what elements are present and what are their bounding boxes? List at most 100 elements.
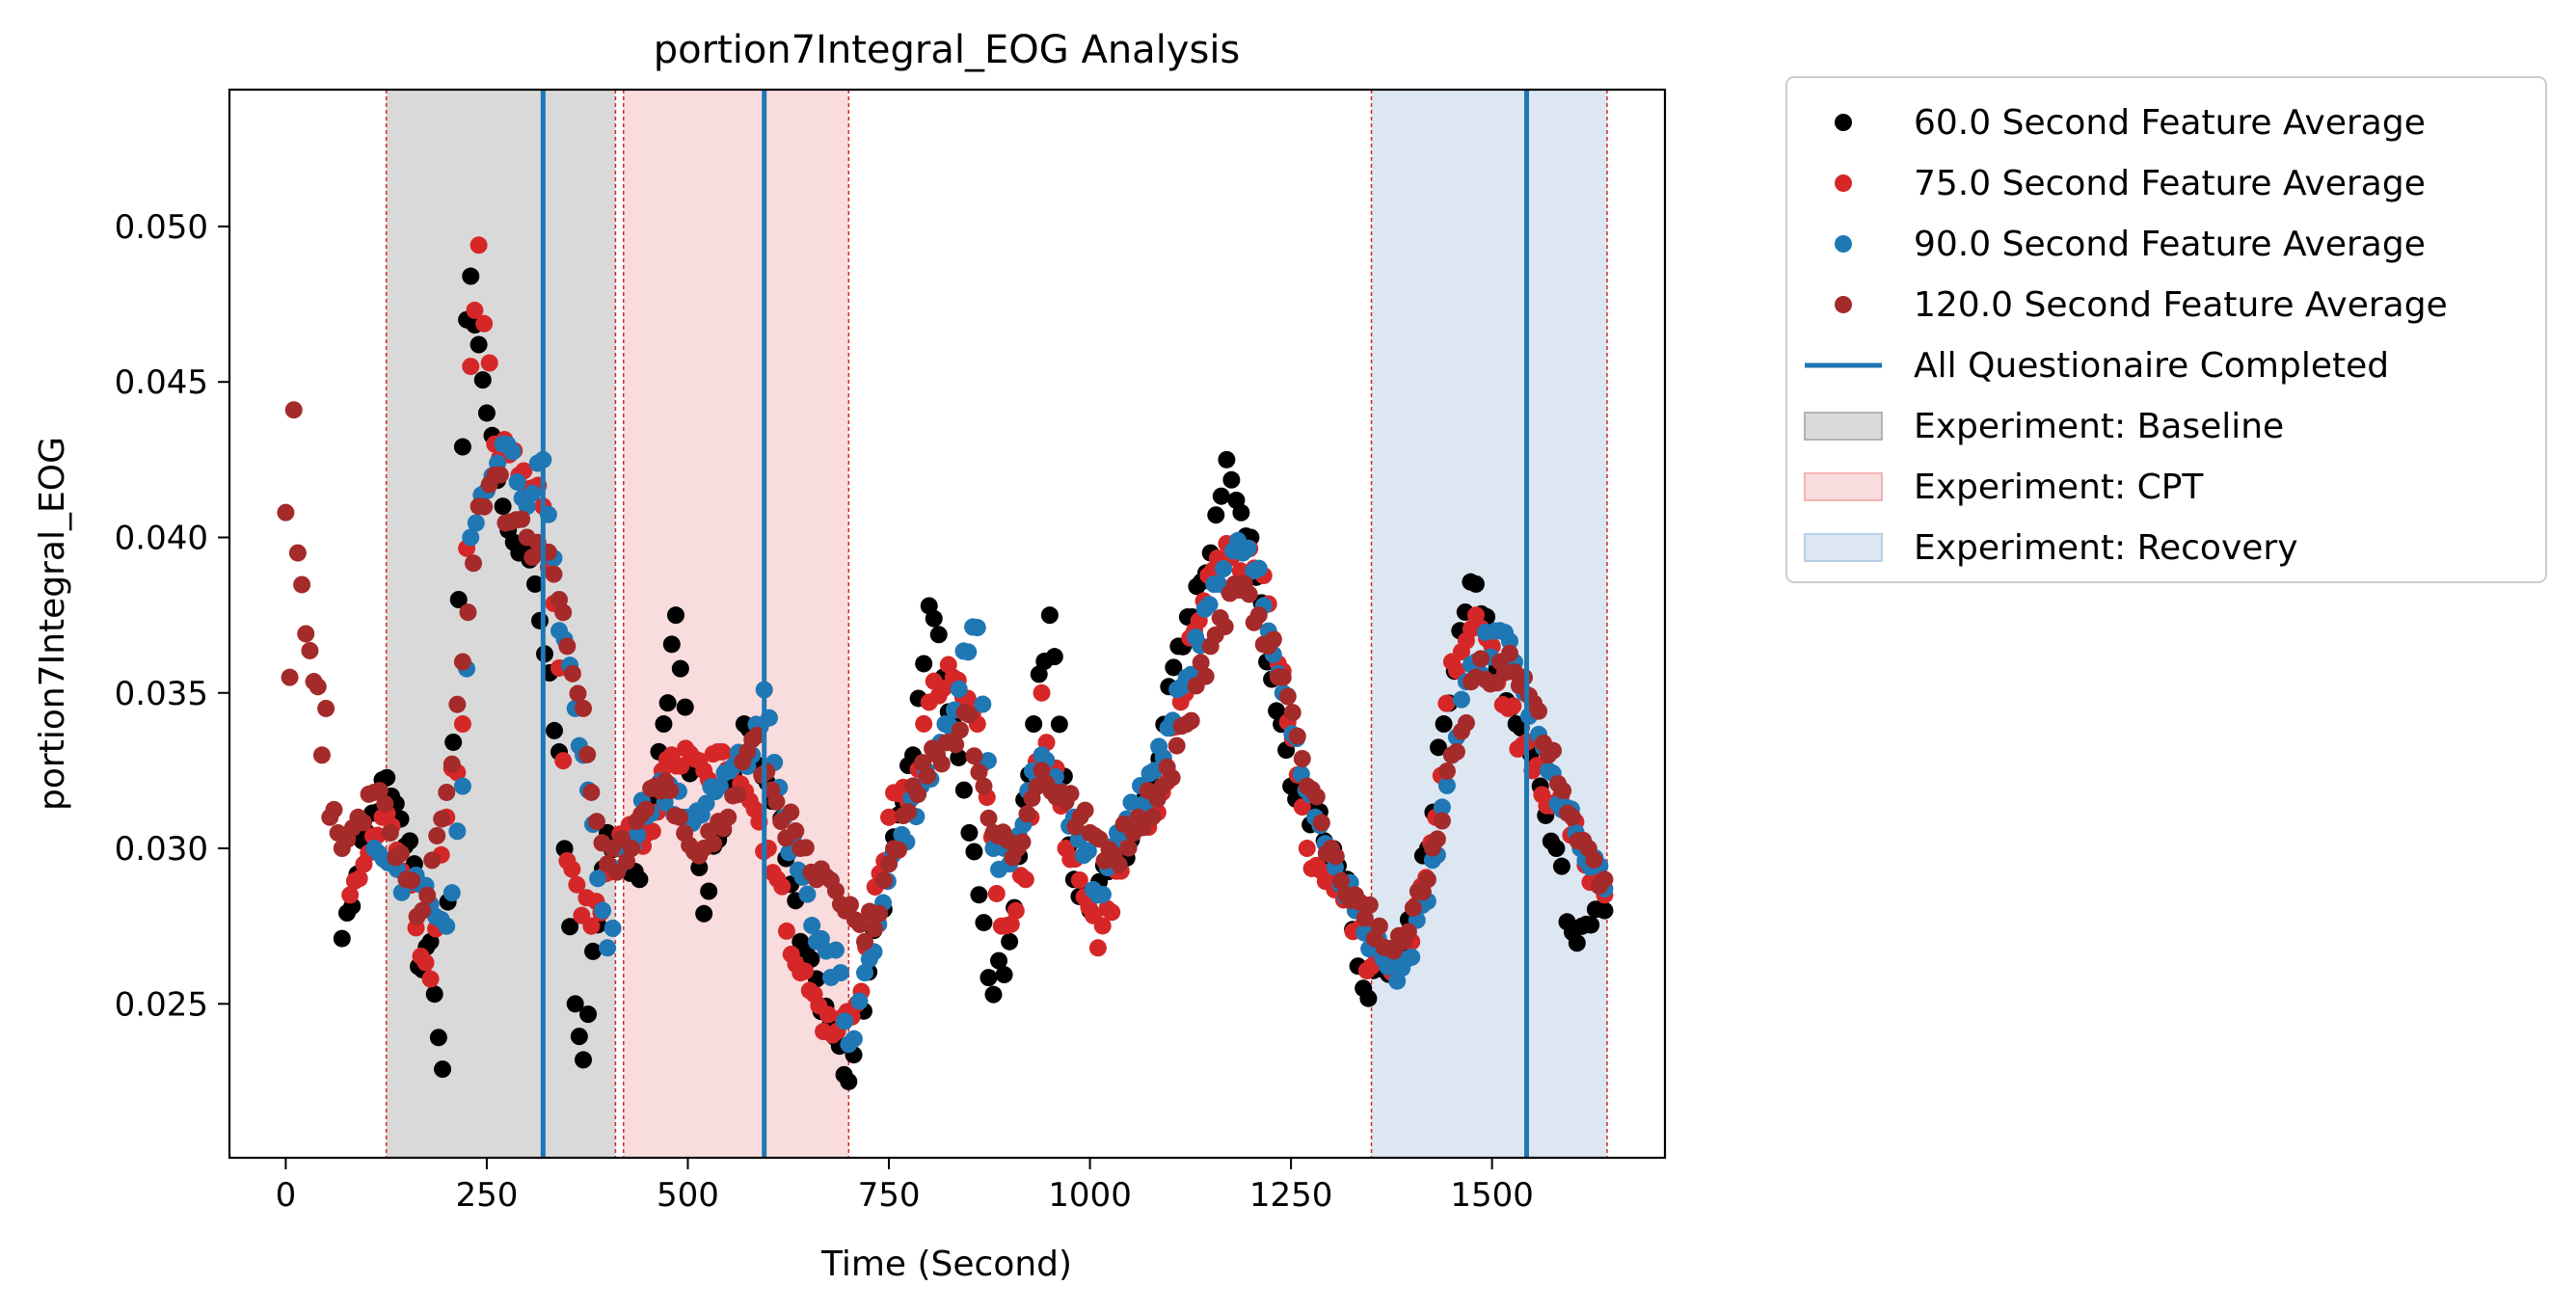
x-tick-label: 1500 bbox=[1450, 1176, 1534, 1215]
point bbox=[932, 755, 951, 773]
point bbox=[530, 611, 549, 629]
legend-label: All Questionaire Completed bbox=[1914, 346, 2389, 386]
y-tick-label: 0.025 bbox=[115, 985, 208, 1024]
point bbox=[1167, 736, 1186, 755]
point bbox=[975, 914, 993, 932]
legend-item-3: 120.0 Second Feature Average bbox=[1835, 285, 2448, 325]
legend-label: 120.0 Second Feature Average bbox=[1914, 285, 2448, 325]
point bbox=[1359, 989, 1378, 1007]
point bbox=[281, 668, 299, 686]
legend: 60.0 Second Feature Average 75.0 Second F… bbox=[1785, 76, 2547, 583]
point bbox=[975, 777, 993, 795]
point bbox=[579, 1005, 598, 1024]
point bbox=[671, 659, 689, 678]
point bbox=[850, 915, 869, 933]
point bbox=[545, 565, 563, 583]
point bbox=[1437, 776, 1456, 794]
point bbox=[965, 843, 983, 861]
point bbox=[370, 782, 389, 800]
point bbox=[1312, 814, 1330, 832]
point bbox=[929, 626, 948, 644]
point bbox=[1093, 885, 1112, 903]
x-tick-label: 0 bbox=[276, 1176, 297, 1215]
point bbox=[443, 755, 461, 773]
point bbox=[880, 855, 899, 873]
point bbox=[1293, 749, 1311, 767]
point bbox=[1516, 668, 1534, 686]
point bbox=[563, 664, 581, 683]
point bbox=[1216, 618, 1234, 636]
point bbox=[643, 822, 661, 841]
point bbox=[1002, 915, 1020, 933]
point bbox=[1033, 762, 1051, 780]
point bbox=[841, 896, 859, 914]
point bbox=[719, 808, 738, 826]
point bbox=[1013, 833, 1032, 851]
legend-patch bbox=[1804, 412, 1883, 441]
point bbox=[1457, 713, 1475, 732]
point bbox=[414, 901, 432, 920]
point bbox=[1016, 870, 1034, 889]
point bbox=[1103, 903, 1121, 922]
point bbox=[570, 1028, 588, 1046]
point bbox=[676, 698, 694, 716]
point bbox=[1433, 798, 1451, 817]
point bbox=[960, 706, 979, 724]
x-tick-label: 750 bbox=[858, 1176, 921, 1215]
legend-label: Experiment: CPT bbox=[1914, 468, 2204, 507]
point bbox=[979, 969, 998, 987]
legend-item-6: Experiment: CPT bbox=[1804, 468, 2204, 507]
point bbox=[840, 1072, 858, 1090]
x-tick-label: 1000 bbox=[1048, 1176, 1132, 1215]
point bbox=[578, 745, 597, 763]
point bbox=[1547, 840, 1566, 858]
point bbox=[465, 554, 483, 573]
point bbox=[631, 870, 649, 889]
point bbox=[925, 609, 943, 628]
point bbox=[1093, 917, 1112, 935]
point bbox=[584, 942, 603, 960]
point bbox=[1249, 606, 1268, 625]
point bbox=[376, 794, 394, 813]
point bbox=[959, 643, 978, 661]
point bbox=[448, 822, 467, 841]
point bbox=[871, 904, 889, 923]
point bbox=[1585, 850, 1603, 869]
point bbox=[984, 985, 1003, 1004]
point bbox=[1122, 793, 1140, 812]
point bbox=[470, 236, 488, 254]
point bbox=[831, 964, 849, 982]
point bbox=[1403, 948, 1421, 966]
point bbox=[355, 814, 373, 832]
point bbox=[1466, 575, 1485, 593]
point bbox=[554, 752, 573, 770]
x-tick-label: 1250 bbox=[1249, 1176, 1333, 1215]
point bbox=[855, 964, 873, 982]
point bbox=[960, 823, 979, 842]
series-3 bbox=[277, 401, 1614, 960]
point bbox=[1018, 805, 1036, 823]
point bbox=[1288, 727, 1306, 745]
y-tick-label: 0.030 bbox=[115, 830, 208, 869]
point bbox=[1033, 683, 1051, 702]
point bbox=[1110, 855, 1128, 873]
point bbox=[604, 920, 622, 938]
point bbox=[381, 823, 399, 842]
point bbox=[1274, 668, 1292, 686]
point bbox=[1582, 916, 1600, 934]
point bbox=[421, 970, 440, 988]
point bbox=[1388, 972, 1407, 990]
point bbox=[787, 821, 805, 840]
point bbox=[1264, 630, 1282, 649]
x-tick-label: 500 bbox=[657, 1176, 719, 1215]
point bbox=[1249, 559, 1268, 577]
point bbox=[796, 839, 815, 857]
point bbox=[443, 884, 461, 902]
point bbox=[655, 715, 673, 734]
y-tick-label: 0.050 bbox=[115, 208, 208, 247]
point bbox=[401, 832, 419, 850]
point bbox=[947, 736, 965, 754]
legend-item-4: All Questionaire Completed bbox=[1805, 346, 2389, 386]
legend-label: 75.0 Second Feature Average bbox=[1914, 164, 2426, 203]
point bbox=[1278, 687, 1297, 706]
